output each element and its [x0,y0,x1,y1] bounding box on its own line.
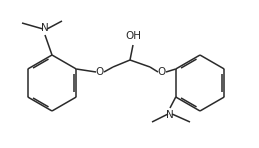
Text: N: N [41,23,49,33]
Text: N: N [166,110,174,120]
Text: OH: OH [125,31,141,41]
Text: O: O [96,67,104,77]
Text: O: O [158,67,166,77]
